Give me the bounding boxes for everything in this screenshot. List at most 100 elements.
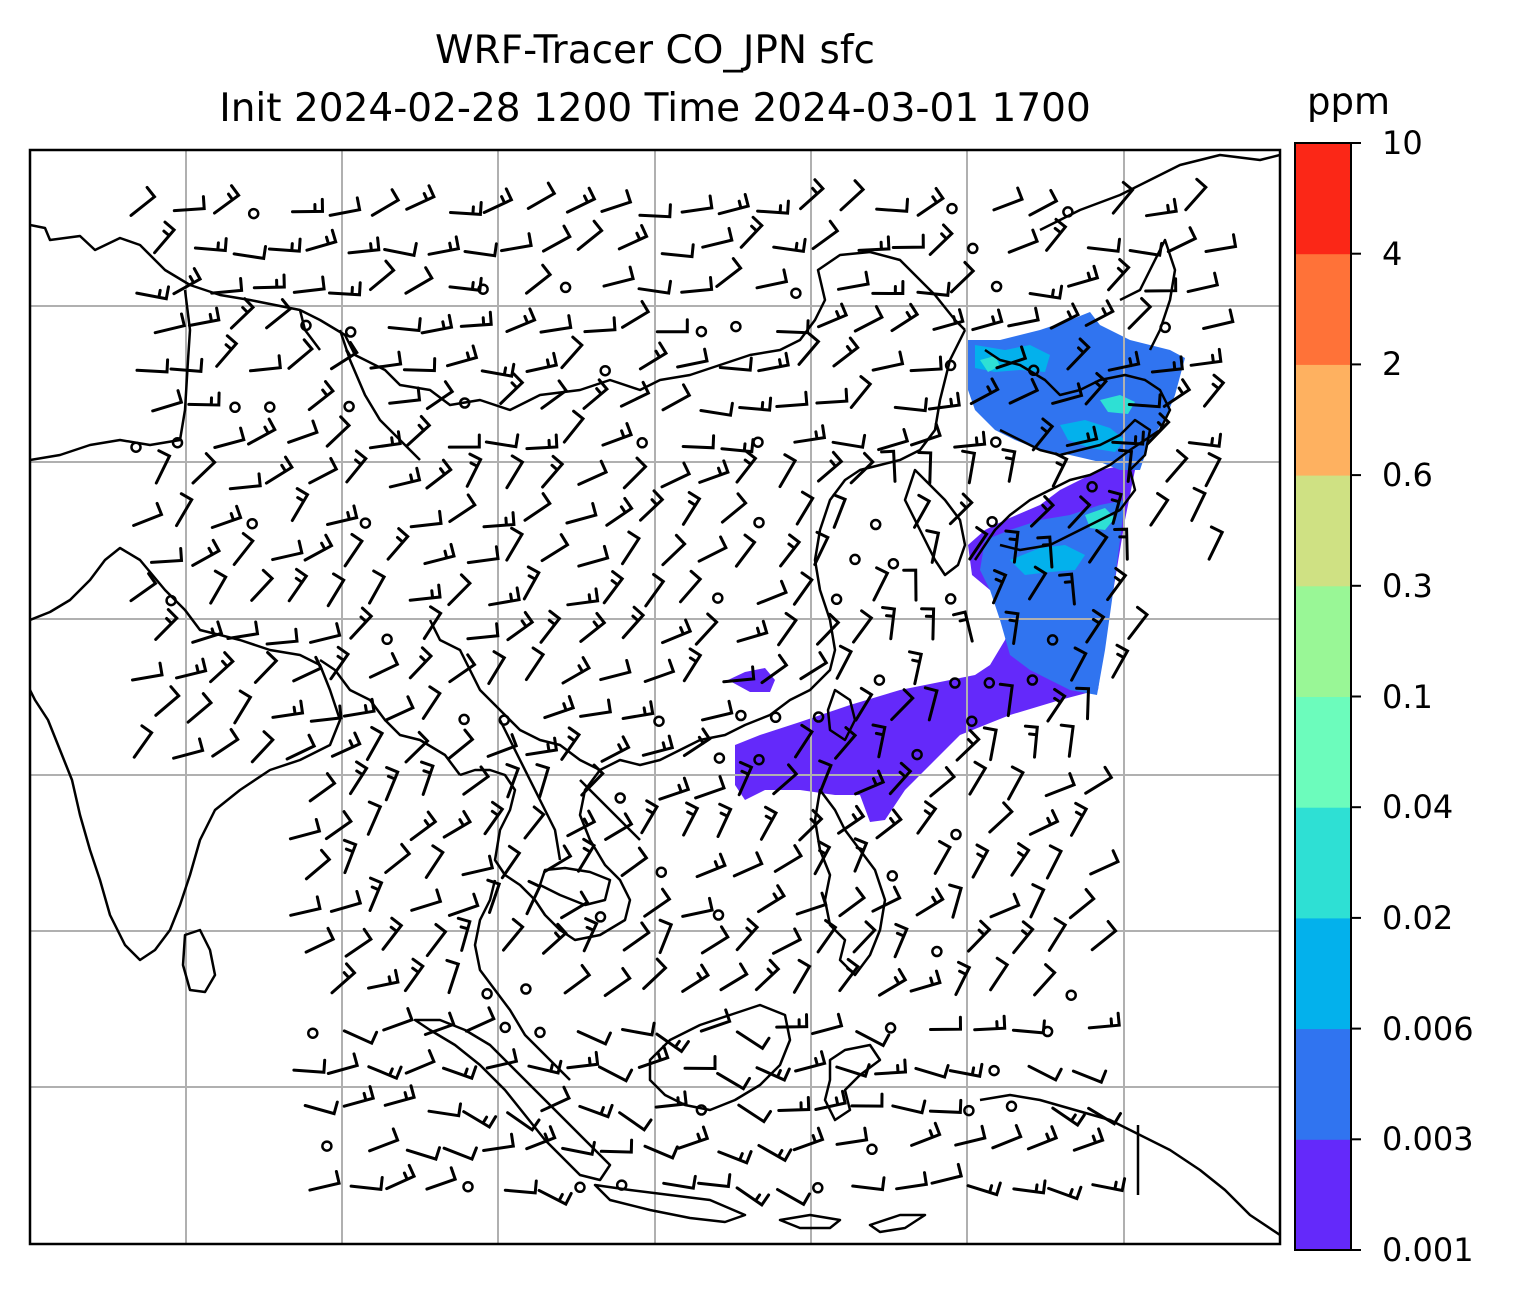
wind-barb xyxy=(388,466,422,489)
wind-barb xyxy=(681,434,716,450)
wind-barb xyxy=(660,461,692,489)
wind-barb xyxy=(988,801,1014,834)
wind-barb xyxy=(1118,448,1134,483)
wind-barb xyxy=(637,1044,670,1069)
wind-barb xyxy=(420,760,435,796)
wind-barb xyxy=(832,336,860,368)
wind-barb xyxy=(387,317,422,333)
wind-barb xyxy=(832,493,848,529)
wind-barb xyxy=(1051,452,1069,488)
wind-barb xyxy=(1047,1185,1083,1201)
plume-teal-3 xyxy=(980,356,1000,372)
wind-barb xyxy=(817,450,844,483)
wind-barb xyxy=(638,203,672,219)
wind-barb xyxy=(1107,350,1141,372)
wind-barb xyxy=(447,433,481,449)
wind-barb xyxy=(500,844,522,880)
wind-barb xyxy=(1091,1177,1127,1193)
wind-barb xyxy=(425,923,448,958)
wind-barb xyxy=(579,698,613,718)
wind-barb xyxy=(759,805,779,841)
wind-barb xyxy=(409,509,443,529)
wind-barb xyxy=(561,1140,596,1156)
wind-barb xyxy=(151,389,184,413)
wind-barb xyxy=(368,569,387,605)
wind-barb xyxy=(927,391,961,411)
colorbar-segment xyxy=(1295,585,1351,697)
wind-barb xyxy=(795,891,828,916)
wind-barb xyxy=(271,699,305,719)
wind-barb xyxy=(1045,844,1064,880)
wind-barb xyxy=(661,618,693,645)
wind-barb xyxy=(715,257,743,288)
wind-barb xyxy=(877,428,910,452)
wind-barb xyxy=(129,185,157,217)
wind-barb xyxy=(330,962,357,995)
wind-barb xyxy=(775,390,809,408)
wind-barb xyxy=(500,232,533,253)
wind-barb xyxy=(816,612,841,646)
wind-barb xyxy=(1007,765,1025,801)
colorbar-tick-label: 0.6 xyxy=(1382,456,1433,495)
wind-barb xyxy=(1068,888,1096,920)
wind-barb xyxy=(271,539,304,562)
wind-barb xyxy=(540,533,570,563)
calm-wind-circle xyxy=(931,945,943,958)
plume-cyan-2 xyxy=(1060,420,1125,452)
wind-barb xyxy=(292,275,326,294)
colorbar-segment xyxy=(1295,696,1351,808)
wind-barb xyxy=(459,310,493,328)
wind-barb xyxy=(329,645,351,681)
wind-barb xyxy=(560,335,584,370)
wind-barb xyxy=(603,967,632,997)
wind-barb xyxy=(209,569,228,605)
wind-barb xyxy=(849,451,875,485)
colorbar-segment xyxy=(1295,1028,1351,1140)
gulf-thailand xyxy=(538,866,612,907)
wind-barb xyxy=(405,415,432,448)
wind-barb xyxy=(950,260,976,294)
wind-barb xyxy=(1084,372,1109,406)
calm-wind-circle xyxy=(695,1104,708,1116)
wind-barb xyxy=(287,338,315,370)
wind-barb xyxy=(971,308,1004,332)
wind-barb xyxy=(694,775,726,800)
wind-barb xyxy=(577,459,609,486)
wind-barb xyxy=(482,1132,516,1152)
wind-barb xyxy=(871,723,887,759)
wind-barb xyxy=(410,888,443,912)
wind-barb xyxy=(367,968,400,990)
calm-wind-circle xyxy=(946,202,958,215)
calm-wind-circle xyxy=(130,441,142,453)
wind-barb xyxy=(345,449,368,484)
wind-barb xyxy=(888,761,913,796)
wind-barb xyxy=(1012,920,1035,955)
wind-barb xyxy=(929,766,957,798)
wind-barb xyxy=(132,724,154,759)
wind-barb xyxy=(775,1013,809,1029)
wind-barb xyxy=(716,802,733,838)
wind-barb xyxy=(880,449,897,483)
wind-barb xyxy=(772,927,803,955)
wind-barb xyxy=(955,729,981,762)
wind-barb xyxy=(1090,920,1118,952)
wind-barb xyxy=(966,1181,1002,1197)
wind-barb xyxy=(342,1029,379,1046)
wind-barb xyxy=(582,917,599,953)
wind-barb xyxy=(154,449,172,485)
wind-barb xyxy=(1165,449,1189,483)
wind-barb xyxy=(738,396,773,412)
kamchatka-tip xyxy=(1039,153,1280,232)
wind-barb xyxy=(523,492,552,522)
wind-barb xyxy=(1086,237,1121,253)
wind-barb xyxy=(772,763,799,796)
wind-barb xyxy=(890,688,915,721)
wind-barb xyxy=(129,572,158,603)
calm-wind-circle xyxy=(966,715,978,727)
wind-barb xyxy=(920,607,936,641)
wind-barb xyxy=(1026,1125,1059,1151)
wind-barb xyxy=(1106,566,1128,602)
wind-barb xyxy=(1067,495,1092,529)
calm-wind-circle xyxy=(695,325,708,338)
wind-barb xyxy=(408,583,442,602)
